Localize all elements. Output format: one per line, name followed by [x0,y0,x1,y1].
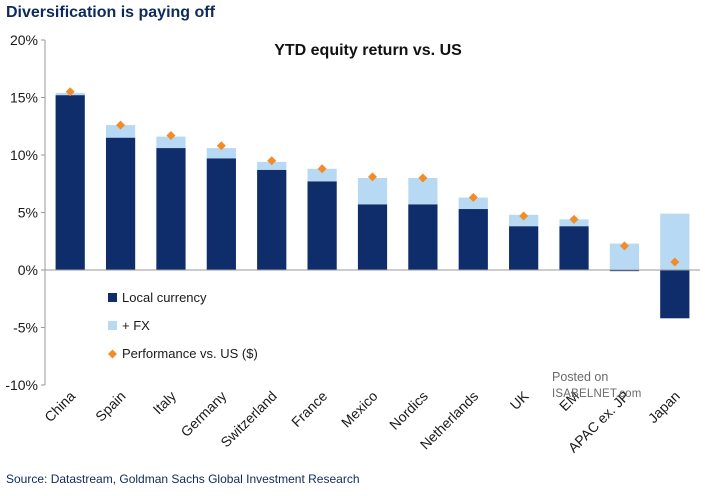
local-bar [307,181,337,270]
performance-marker [216,141,226,151]
performance-marker [368,172,377,182]
watermark-line2: ISABELNET.com [552,388,642,400]
legend-swatch-fx [108,321,117,330]
y-tick-label: 5% [18,205,38,221]
watermark: Posted on ISABELNET.com [552,369,642,403]
page-title: Diversification is paying off [6,4,215,21]
fx-bar [357,178,388,205]
local-bar [559,226,589,270]
legend-label-fx: + FX [122,318,150,333]
bars-layer [55,92,690,319]
performance-marker [317,164,327,174]
local-bar [206,158,236,270]
local-bar [156,148,186,270]
x-tick-label: Spain [92,388,129,425]
legend-label-performance: Performance vs. US ($) [122,346,258,361]
performance-marker [166,130,176,140]
local-bar [609,270,640,272]
y-tick-label: -10% [5,377,38,393]
performance-marker [569,214,579,224]
x-tick-label: France [288,388,330,430]
fx-bar [156,136,186,149]
fx-bar [458,197,488,210]
x-tick-label: UK [507,387,533,413]
performance-marker [418,173,428,183]
performance-marker [519,211,529,221]
y-tick-label: 20% [10,32,38,48]
local-bar [357,204,388,270]
performance-marker [468,193,478,203]
fx-bar [509,214,539,227]
legend-swatch-local [108,293,117,302]
performance-marker [670,257,680,267]
local-bar [458,209,488,270]
y-tick-label: -5% [13,320,38,336]
fx-bar [257,161,287,170]
y-tick-label: 10% [10,147,38,163]
fx-bar [307,168,337,182]
local-bar [509,226,539,270]
performance-marker [619,241,629,251]
performance-marker [116,120,126,130]
y-tick-label: 15% [10,90,38,106]
chart-title: YTD equity return vs. US [274,42,462,59]
legend-label-local: Local currency [122,290,207,305]
marker-layer [65,87,680,267]
performance-marker [65,87,75,97]
local-bar [660,270,690,319]
local-bar [105,137,136,270]
x-tick-label: Mexico [338,388,381,431]
performance-marker [267,156,277,166]
x-tick-label: Nordics [386,388,431,433]
watermark-line1: Posted on [552,370,609,384]
x-tick-label: Japan [645,388,683,426]
y-tick-label: 0% [18,262,38,278]
fx-bar [206,148,236,159]
legend: Local currency + FX Performance vs. US ($) [108,290,258,361]
x-tick-label: China [41,388,78,425]
x-tick-label: Germany [177,388,229,440]
legend-swatch-performance [108,349,117,359]
local-bar [257,169,287,270]
fx-bar [105,125,136,138]
source-note: Source: Datastream, Goldman Sachs Global… [6,472,360,486]
x-tick-label: Italy [150,388,179,417]
local-bar [55,95,85,270]
local-bar [408,204,438,270]
